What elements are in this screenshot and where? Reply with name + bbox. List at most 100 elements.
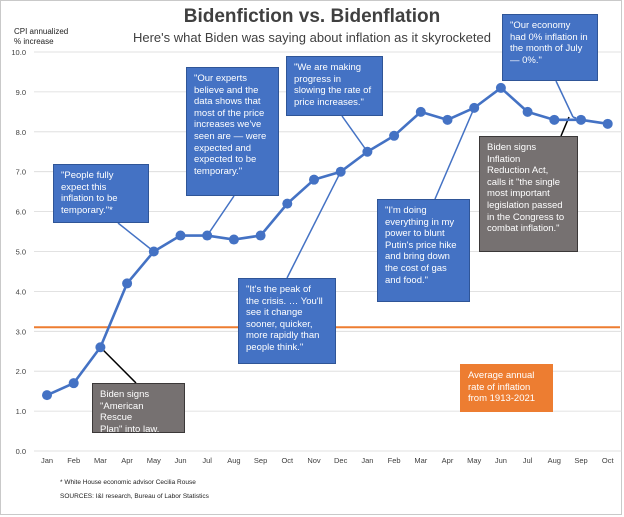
annotation-line: everything in my — [385, 216, 455, 228]
data-point — [42, 390, 52, 401]
annotation-putin-quote: "I'm doing everything in my power to blunt… — [377, 199, 470, 302]
annotation-line: Biden signs — [487, 142, 537, 153]
leader-line — [117, 222, 155, 253]
annotation-line: and food." — [385, 274, 428, 286]
annotation-line: temporary."* — [61, 204, 113, 216]
x-tick-label: Feb — [388, 456, 401, 465]
annotation-line: "American Rescue — [100, 400, 144, 424]
annotation-line: "We are making — [294, 62, 362, 73]
x-tick-label: Mar — [414, 456, 427, 465]
annotation-line: "Our experts — [194, 73, 248, 84]
x-tick-label: Jul — [202, 456, 212, 465]
data-point — [175, 230, 186, 241]
annotation-line: inflation to be — [61, 193, 118, 205]
data-point — [415, 106, 426, 117]
series-line — [46, 86, 608, 397]
x-tick-label: Apr — [442, 456, 454, 465]
annotation-line: "People fully — [61, 170, 114, 181]
annotation-line: the month of July — [510, 43, 583, 55]
annotation-line: in the Congress to — [487, 211, 565, 223]
data-point — [549, 114, 560, 125]
data-point — [576, 114, 586, 125]
x-tick-labels: Jan Feb Mar Apr May Jun Jul Aug Sep Oct Nov Dec Jan F… — [41, 456, 614, 465]
x-tick-label: Nov — [307, 456, 321, 465]
annotation-line: rate of inflation — [468, 381, 531, 393]
annotation-line: most important — [487, 188, 550, 200]
annotation-line: "It's the peak of — [246, 284, 311, 295]
data-point — [495, 82, 506, 93]
data-point — [442, 114, 453, 125]
annotation-line: sooner, quicker, — [246, 318, 313, 330]
data-point — [602, 118, 613, 129]
annotation-line: temporary." — [194, 165, 243, 177]
data-point — [148, 246, 159, 257]
annotation-line: seen are — were — [194, 130, 267, 142]
annotation-line: the crisis. … You'll — [246, 295, 323, 307]
annotation-line: see it change — [246, 307, 303, 319]
x-tick-label: Oct — [602, 456, 615, 465]
annotation-line: people think." — [246, 341, 304, 353]
annotation-line: Biden signs — [100, 389, 150, 400]
leader-line — [206, 195, 235, 236]
annotation-line: data shows that — [194, 96, 261, 108]
annotation-line: increases we've — [194, 119, 262, 131]
y-axis-unit-line1: CPI annualized — [14, 27, 69, 36]
annotation-line: expected and — [194, 142, 252, 154]
annotation-rescue-plan-event: Biden signs "American Rescue Plan" into la… — [92, 383, 185, 435]
data-point — [202, 230, 213, 241]
x-tick-label: Feb — [67, 456, 80, 465]
annotation-experts-quote: "Our experts believe and the data shows th… — [186, 67, 279, 196]
y-axis-unit: CPI annualized % increase — [14, 27, 68, 47]
annotation-line: combat inflation." — [487, 223, 560, 235]
x-tick-label: May — [467, 456, 481, 465]
annotation-line: from 1913-2021 — [468, 393, 536, 405]
y-tick-label: 4.0 — [16, 287, 26, 296]
x-tick-label: Jun — [495, 456, 507, 465]
x-tick-label: May — [147, 456, 161, 465]
annotation-rouse-quote: "People fully expect this inflation to be t… — [53, 164, 149, 223]
x-tick-label: Aug — [227, 456, 240, 465]
annotation-line: expected to be — [194, 154, 257, 166]
annotation-line: Average annual — [468, 370, 535, 381]
data-point — [335, 166, 346, 177]
chart-subtitle: Here's what Biden was saying about infla… — [132, 30, 491, 45]
data-point — [309, 174, 319, 185]
annotation-progress-quote: "We are making progress in slowing the rat… — [286, 56, 383, 116]
annotation-line: legislation passed — [487, 199, 563, 211]
annotation-line: expect this — [61, 181, 107, 193]
x-tick-label: Jan — [361, 456, 373, 465]
leader-line — [99, 346, 137, 384]
annotation-zero-inflation-quote: "Our economy had 0% inflation in the month… — [502, 14, 598, 81]
data-point — [255, 230, 266, 241]
annotation-line: price increases." — [294, 96, 364, 108]
y-tick-label: 1.0 — [16, 407, 26, 416]
x-tick-label: Jun — [174, 456, 186, 465]
data-point — [362, 146, 373, 157]
y-tick-label: 6.0 — [16, 208, 26, 217]
x-tick-label: Dec — [334, 456, 348, 465]
data-point — [228, 234, 239, 245]
annotation-inflation-reduction-act-event: Biden signs Inflation Reduction Act, calls … — [479, 136, 578, 252]
y-tick-label: 8.0 — [16, 128, 26, 137]
data-point — [522, 106, 533, 117]
annotation-line: — 0%." — [510, 54, 542, 66]
x-tick-label: Sep — [574, 456, 587, 465]
data-point — [95, 342, 106, 353]
footnote-sources: SOURCES: I&I research, Bureau of Labor S… — [60, 493, 209, 500]
leader-line — [434, 107, 475, 200]
x-tick-label: Jul — [523, 456, 533, 465]
x-tick-label: Mar — [94, 456, 107, 465]
y-tick-label: 2.0 — [16, 367, 26, 376]
y-tick-label: 7.0 — [16, 168, 26, 177]
x-tick-label: Apr — [121, 456, 133, 465]
y-axis-unit-line2: % increase — [14, 37, 54, 46]
annotation-line: Inflation — [487, 153, 521, 165]
data-point — [282, 198, 293, 209]
annotation-line: calls it "the single — [487, 176, 561, 188]
annotation-average-inflation: Average annual rate of inflation from 1913… — [460, 364, 553, 412]
chart-title: Bidenfiction vs. Bidenflation — [183, 6, 441, 27]
annotation-line: Plan" into law. — [100, 423, 160, 435]
data-point — [469, 102, 480, 113]
annotation-line: most of the price — [194, 107, 265, 119]
leader-line — [341, 115, 369, 153]
